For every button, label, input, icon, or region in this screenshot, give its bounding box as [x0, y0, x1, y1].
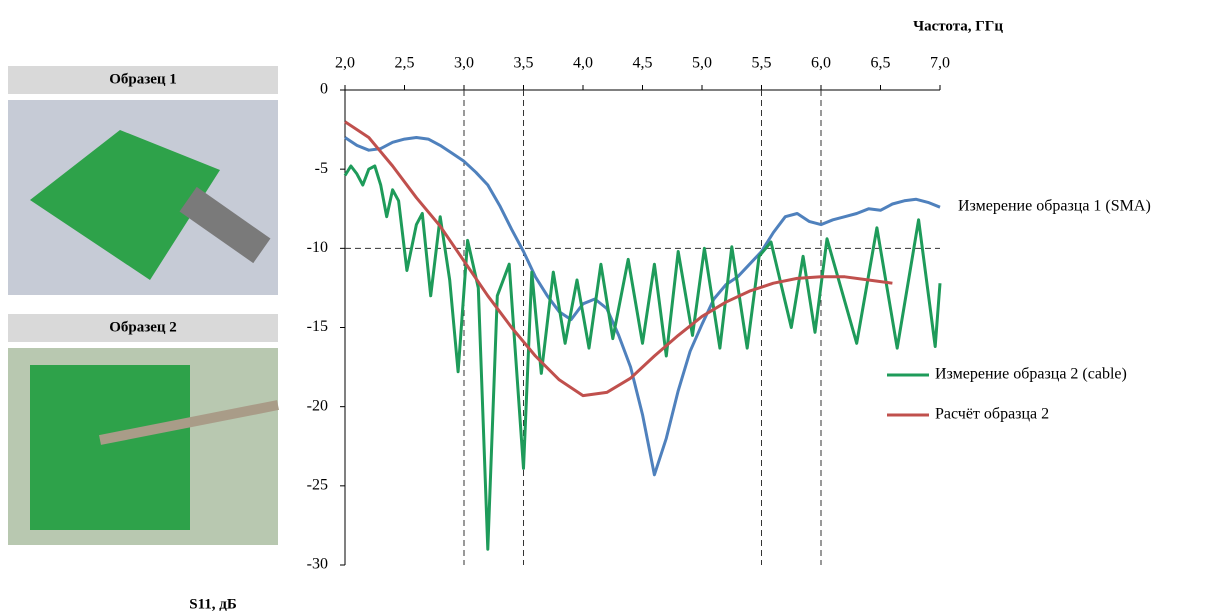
x-tick-label: 4,0 [573, 55, 593, 72]
x-tick-label: 3,0 [454, 55, 474, 72]
y-tick-label: 0 [320, 81, 328, 98]
x-axis-title: Частота, ГГц [913, 18, 1003, 34]
photo-caption: Образец 1 [109, 71, 177, 87]
series-line [344, 120, 893, 398]
legend-label: Измерение образца 2 (cable) [935, 366, 1127, 383]
legend-label: Измерение образца 1 (SMA) [958, 198, 1151, 215]
x-tick-label: 5,5 [752, 55, 772, 72]
photo-caption: Образец 2 [109, 319, 177, 335]
caption-bg [8, 314, 278, 342]
y-tick-label: -5 [315, 160, 328, 177]
pcb [30, 365, 190, 530]
photo-panel-1: Образец 1 [8, 66, 278, 295]
x-tick-label: 2,5 [395, 55, 415, 72]
y-tick-label: -25 [307, 477, 328, 494]
caption-bg [8, 66, 278, 94]
connector [179, 186, 271, 264]
x-tick-label: 3,5 [514, 55, 534, 72]
y-tick-label: -15 [307, 318, 328, 335]
x-tick-label: 6,0 [811, 55, 831, 72]
x-tick-label: 2,0 [335, 55, 355, 72]
x-tick-label: 5,0 [692, 55, 712, 72]
x-tick-label: 6,5 [871, 55, 891, 72]
y-tick-label: -30 [307, 556, 328, 573]
pcb [30, 130, 220, 280]
legend-label: Расчёт образца 2 [935, 406, 1049, 423]
series-line [344, 136, 941, 477]
cable [99, 400, 279, 445]
photo-panel-2: Образец 2 [8, 314, 279, 545]
y-axis-title: S11, дБ [189, 596, 237, 612]
y-tick-label: -10 [307, 239, 328, 256]
x-tick-label: 4,5 [633, 55, 653, 72]
x-tick-label: 7,0 [930, 55, 950, 72]
series-line [343, 164, 942, 551]
y-tick-label: -20 [307, 397, 328, 414]
